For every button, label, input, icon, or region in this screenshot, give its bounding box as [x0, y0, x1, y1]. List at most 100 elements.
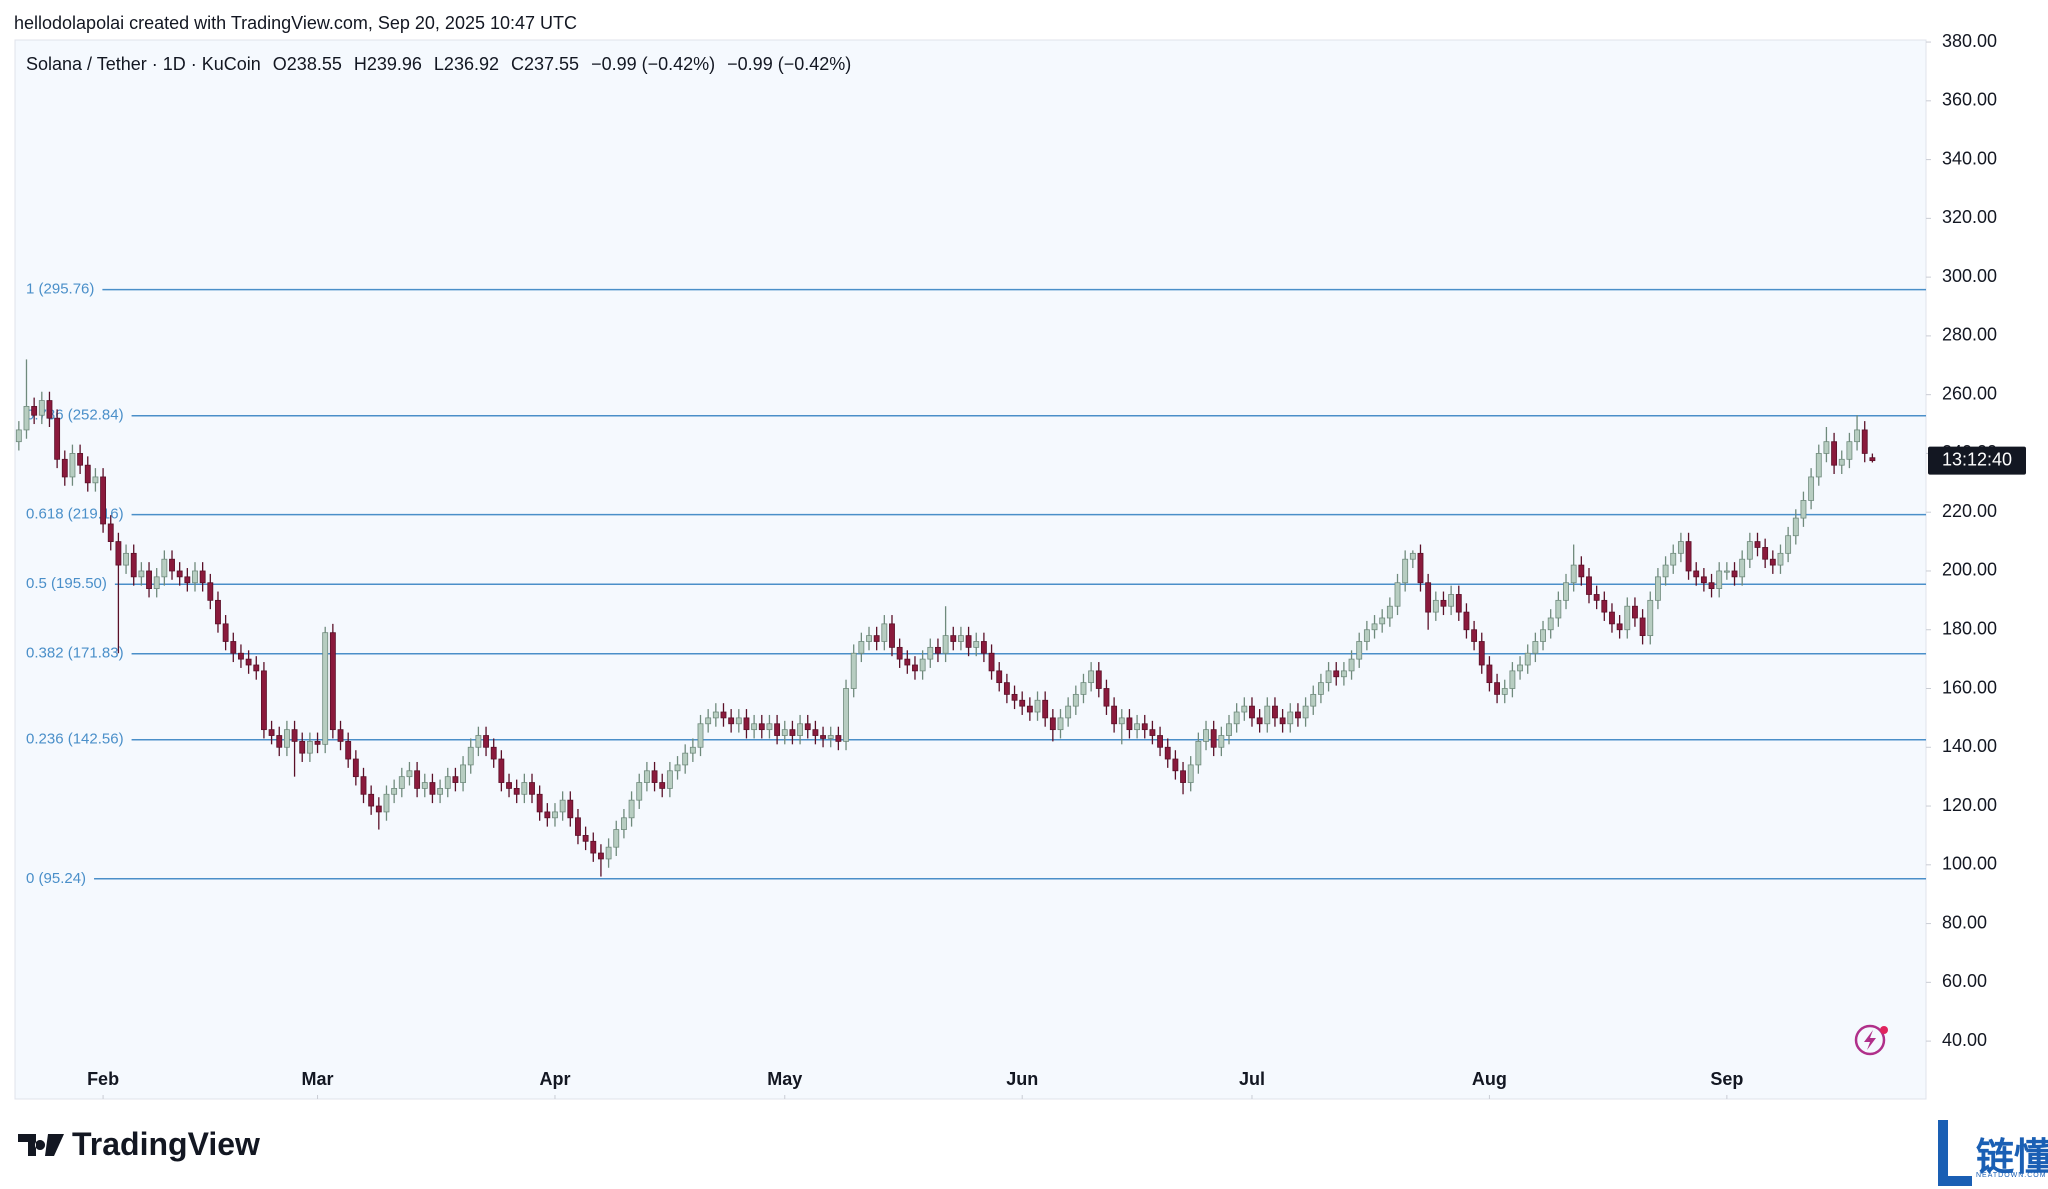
candle-body [199, 570, 206, 584]
candle-body [506, 782, 512, 789]
candle-body [490, 746, 497, 760]
watermark-sub: NEATDOWN.COM [1976, 1172, 2047, 1179]
y-tick-label: 100.00 [1942, 854, 1997, 874]
candle-body [222, 623, 229, 642]
candle-body [980, 641, 987, 654]
candle-body [429, 782, 436, 795]
footer-logo: TradingView [18, 1126, 260, 1163]
candle-body [1494, 682, 1501, 695]
candle-body [467, 746, 474, 766]
candle-body [1670, 552, 1677, 566]
candle-body [858, 641, 865, 654]
candle-body [1846, 441, 1853, 460]
candle-body [774, 723, 781, 736]
candle-body [1157, 735, 1163, 748]
candle-body [575, 817, 581, 836]
candle-body [1731, 570, 1738, 578]
candle-body [1026, 705, 1033, 713]
candle-body [766, 723, 773, 731]
candle-body [1861, 429, 1868, 454]
watermark-icon [1938, 1120, 1972, 1186]
candle-body [1065, 705, 1072, 719]
candle-body [965, 635, 972, 648]
candle-body [61, 458, 68, 478]
candle-body [291, 729, 298, 742]
y-tick-label: 380.00 [1942, 31, 1997, 51]
candle-body [54, 417, 61, 460]
candle-body [996, 670, 1003, 684]
candle-body [712, 711, 719, 719]
legend-high: H239.96 [353, 54, 422, 74]
candle-body [1448, 594, 1455, 607]
candle-body [1800, 500, 1807, 519]
logo-text: TradingView [72, 1126, 260, 1162]
candle-body [988, 652, 995, 672]
candle-body [1042, 699, 1049, 719]
countdown: 13:12:40 [1942, 449, 2012, 469]
candle-body [69, 453, 76, 478]
candle-body [1677, 541, 1684, 554]
candle-body [146, 570, 152, 589]
candle-body [1126, 717, 1133, 731]
candle-body [912, 664, 918, 672]
candle-body [1639, 617, 1646, 637]
candle-body [781, 729, 788, 736]
candle-body [1632, 605, 1638, 619]
candle-body [337, 729, 344, 742]
fib-label: 0.618 (219.16) [26, 506, 124, 523]
candle-body [942, 635, 949, 654]
candle-body [1547, 617, 1554, 631]
candle-body [444, 776, 451, 789]
candle-body [1746, 541, 1753, 560]
candle-body [230, 641, 237, 654]
legend: Solana / Tether · 1D · KuCoin O238.55 H2… [26, 54, 851, 75]
candle-body [1532, 641, 1539, 654]
candle-body [1363, 629, 1370, 642]
candle-body [1685, 541, 1692, 572]
candle-body [1601, 599, 1608, 613]
candle-body [674, 764, 681, 772]
candle-body [169, 558, 175, 572]
candle-body [1011, 693, 1018, 701]
candle-body [184, 576, 191, 584]
candle-body [1233, 711, 1240, 725]
candle-body [1172, 758, 1179, 772]
candle-body [1831, 441, 1838, 466]
candle-body [1563, 582, 1569, 601]
candle-body [904, 658, 911, 666]
candle-body [1310, 693, 1317, 707]
candle-body [720, 711, 727, 719]
candle-body [827, 735, 834, 739]
candle-body [130, 552, 137, 578]
candle-body [544, 811, 551, 819]
candle-body [1440, 599, 1447, 607]
candle-body [1402, 558, 1409, 584]
candle-body [1371, 623, 1378, 631]
candle-body [1164, 746, 1171, 760]
candle-body [1593, 594, 1600, 601]
candle-body [605, 846, 612, 860]
candle-body [299, 740, 306, 754]
candle-body [360, 776, 367, 795]
plot-area [14, 39, 1927, 1100]
y-tick-label: 80.00 [1942, 912, 1987, 932]
candle-body [306, 740, 313, 754]
fib-label: 0.236 (142.56) [26, 731, 124, 748]
candle-body [1723, 570, 1730, 573]
watermark-text: 链懂 [1976, 1137, 2048, 1179]
x-tick-label: May [767, 1069, 802, 1089]
candle-body [46, 400, 53, 419]
candle-body [261, 670, 267, 731]
candle-body [1256, 717, 1263, 725]
candle-body [1823, 441, 1830, 454]
watermark: 链懂 NEATDOWN.COM [1936, 1118, 2048, 1189]
y-tick-label: 160.00 [1942, 677, 1997, 697]
candle-body [1394, 582, 1401, 607]
candle-body [107, 523, 114, 542]
candle-body [1111, 705, 1118, 725]
legend-open: O238.55 [272, 54, 342, 74]
candle-body [957, 635, 964, 642]
fib-label: 1 (295.76) [26, 281, 94, 298]
x-tick-label: Jul [1239, 1069, 1265, 1089]
